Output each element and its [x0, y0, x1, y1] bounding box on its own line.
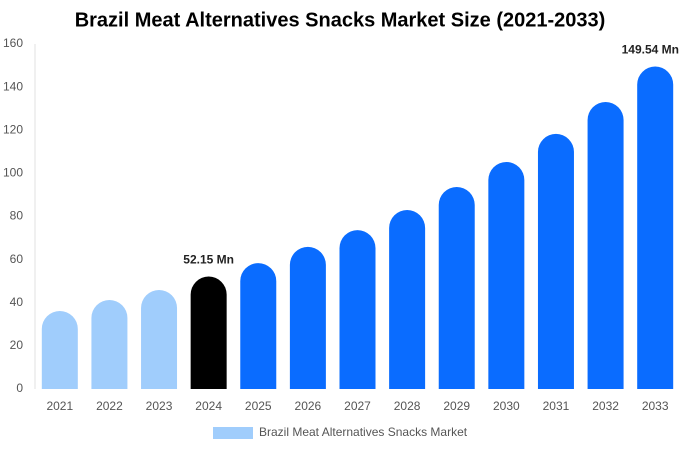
- y-tick-label: 40: [10, 295, 24, 309]
- x-tick-label: 2032: [592, 399, 619, 413]
- bar: [389, 210, 426, 389]
- bar: [141, 290, 178, 389]
- bar: [339, 230, 376, 389]
- value-label: 149.54 Mn: [622, 43, 679, 57]
- x-tick-label: 2021: [46, 399, 73, 413]
- bar: [488, 161, 525, 389]
- y-tick-label: 0: [16, 381, 23, 395]
- y-tick-label: 20: [10, 338, 24, 352]
- bar: [91, 299, 128, 389]
- bar: [438, 186, 475, 389]
- x-tick-label: 2026: [295, 399, 322, 413]
- bar: [637, 66, 674, 389]
- x-tick-label: 2023: [146, 399, 173, 413]
- bar: [537, 133, 574, 389]
- bar: [289, 246, 326, 389]
- legend-label: Brazil Meat Alternatives Snacks Market: [259, 425, 468, 439]
- x-tick-label: 2022: [96, 399, 123, 413]
- bar: [41, 310, 78, 389]
- y-tick-label: 120: [3, 122, 23, 136]
- bar: [587, 102, 624, 390]
- y-tick-label: 80: [10, 209, 24, 223]
- y-tick-label: 100: [3, 166, 23, 180]
- value-label: 52.15 Mn: [183, 253, 234, 267]
- x-tick-label: 2028: [394, 399, 421, 413]
- legend-swatch: [213, 427, 253, 439]
- x-tick-label: 2024: [195, 399, 222, 413]
- x-tick-label: 2031: [543, 399, 570, 413]
- x-tick-label: 2030: [493, 399, 520, 413]
- x-tick-label: 2029: [443, 399, 470, 413]
- y-tick-label: 140: [3, 79, 23, 93]
- y-tick-label: 60: [10, 252, 24, 266]
- bar: [190, 276, 227, 389]
- bar: [240, 263, 277, 389]
- x-tick-label: 2033: [642, 399, 669, 413]
- x-tick-label: 2025: [245, 399, 272, 413]
- y-tick-label: 160: [3, 36, 23, 50]
- x-tick-label: 2027: [344, 399, 371, 413]
- chart-title: Brazil Meat Alternatives Snacks Market S…: [75, 9, 606, 31]
